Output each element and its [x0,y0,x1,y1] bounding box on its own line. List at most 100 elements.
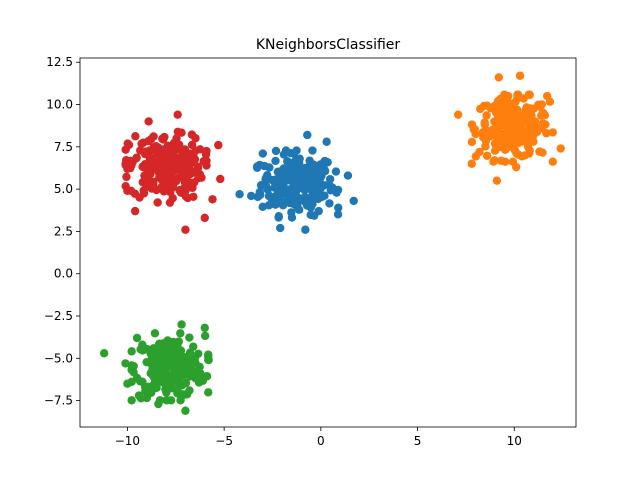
data-point [294,158,304,167]
data-point [306,203,316,212]
data-point [183,180,192,190]
data-point [200,213,209,223]
data-point [154,357,163,367]
data-point [313,169,322,178]
data-point [162,396,171,405]
data-point [496,105,505,114]
data-point [193,367,202,377]
data-point [135,377,145,386]
data-point [453,110,463,119]
data-point [489,129,498,138]
data-point [187,140,197,150]
data-point [548,157,557,166]
data-point [505,129,514,138]
data-point [204,355,213,365]
data-point [159,187,169,196]
data-point [204,388,213,397]
data-point [261,182,271,191]
data-point [295,182,304,192]
data-point [287,208,296,217]
data-point [494,139,504,148]
data-point [158,134,167,143]
data-point [303,130,312,140]
data-point [501,157,510,166]
data-point [193,163,203,173]
data-point [301,225,310,234]
data-point [467,159,476,168]
x-axis: −10 −5 0 5 10 [115,427,522,448]
data-point [176,188,186,197]
data-point [180,166,189,175]
data-point [277,187,287,196]
data-point [202,372,212,381]
data-point [202,156,211,166]
data-point [150,348,159,357]
data-point [177,147,187,156]
data-point [178,390,187,399]
data-point [138,162,147,171]
data-point [149,177,158,186]
data-point [134,391,144,400]
data-point [159,145,168,154]
data-point [526,112,535,122]
data-point [481,142,490,151]
data-point [490,156,499,165]
data-point [200,323,209,333]
data-point [152,185,161,195]
data-point [349,196,358,206]
data-point [99,349,109,358]
y-tick-label: 7.5 [54,140,73,154]
data-point [268,176,277,185]
data-point [162,172,171,181]
data-point [177,320,186,329]
data-point [476,104,485,114]
data-point [503,116,513,125]
data-point [172,174,182,184]
data-point [132,153,141,162]
data-point [123,379,132,388]
data-point [494,112,503,121]
data-point [150,145,159,155]
data-point [482,111,491,120]
data-point [138,346,147,355]
data-point [276,177,285,186]
data-point [177,128,186,137]
data-point [492,176,502,185]
data-point [170,145,180,155]
data-point [522,103,531,112]
data-point [343,171,353,180]
data-point [333,210,343,219]
data-point [123,139,132,148]
data-point [153,198,162,207]
data-point [176,329,185,338]
data-point [469,125,478,134]
data-point [282,170,291,179]
data-point [144,117,153,126]
data-point [325,199,334,208]
data-point [523,138,533,147]
data-point [170,159,179,168]
data-point [122,172,131,182]
data-point [548,128,557,137]
plot-area-frame [79,57,577,428]
data-point [155,365,165,374]
data-point [149,132,158,141]
data-point [512,106,521,116]
data-point [127,347,136,356]
data-point [155,164,165,173]
data-point [480,118,489,127]
data-point [265,191,274,201]
data-point [197,173,206,182]
data-point [189,192,198,201]
data-point [322,137,331,146]
data-point [260,161,269,171]
chart-title: KNeighborsClassifier [256,37,401,53]
data-point [537,111,546,120]
series-4 [121,110,225,234]
data-point [513,90,523,99]
data-point [529,128,538,137]
data-point [127,396,136,405]
data-point [308,146,317,155]
data-point [291,167,301,177]
